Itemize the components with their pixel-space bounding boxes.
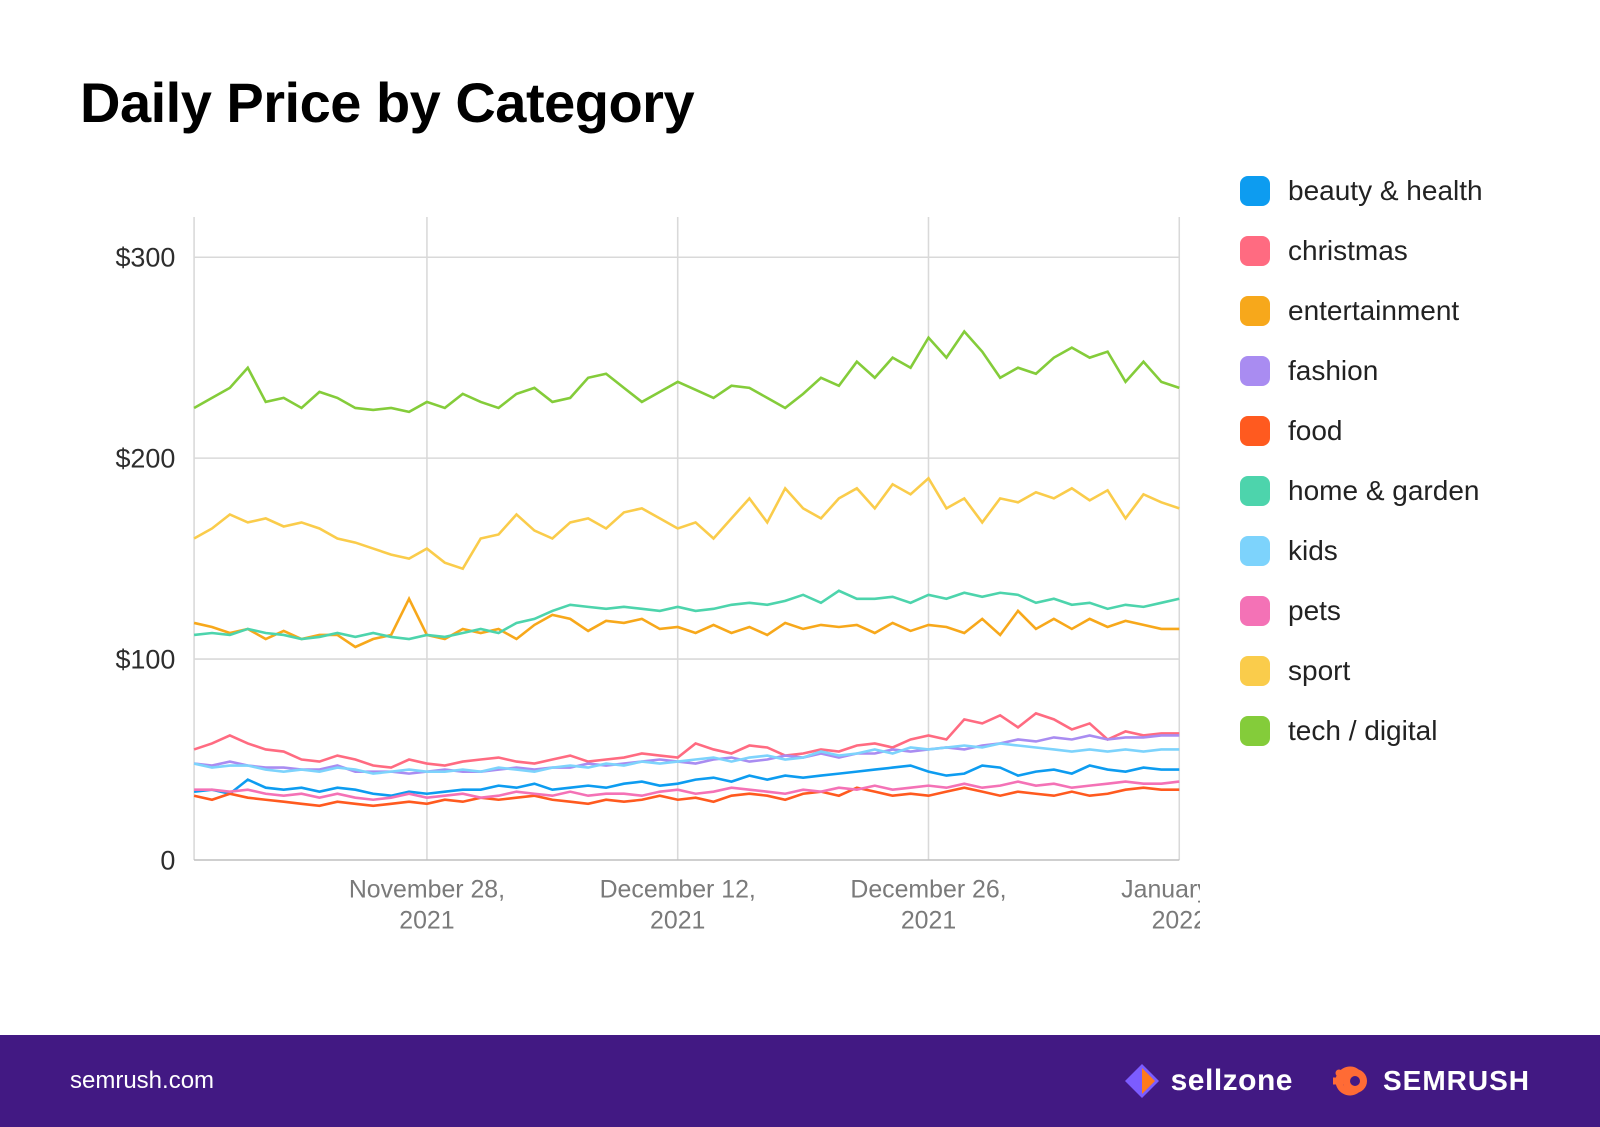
legend-swatch xyxy=(1240,416,1270,446)
brand-sellzone-text: sellzone xyxy=(1171,1064,1293,1098)
brand-semrush-text: SEMRUSH xyxy=(1383,1065,1530,1097)
legend-swatch xyxy=(1240,176,1270,206)
page: Daily Price by Category 0 $100 $200 $300 Nov… xyxy=(0,0,1600,1127)
legend-item: home & garden xyxy=(1240,475,1520,507)
line-chart: 0 $100 $200 $300 November 28,2021 December 12… xyxy=(80,165,1200,995)
legend-swatch xyxy=(1240,356,1270,386)
legend-item: pets xyxy=(1240,595,1520,627)
footer-brands: sellzone SEMRUSH xyxy=(1125,1064,1530,1098)
legend-swatch xyxy=(1240,476,1270,506)
legend-item: fashion xyxy=(1240,355,1520,387)
x-tick-label: December 12,2021 xyxy=(600,875,756,934)
series-line xyxy=(194,782,1179,800)
legend-item: sport xyxy=(1240,655,1520,687)
brand-semrush: SEMRUSH xyxy=(1333,1064,1530,1098)
y-tick-label: $100 xyxy=(115,644,175,674)
series-line xyxy=(194,599,1179,647)
footer-url: semrush.com xyxy=(70,1067,214,1095)
legend-swatch xyxy=(1240,536,1270,566)
legend-label: sport xyxy=(1288,655,1350,687)
legend-item: christmas xyxy=(1240,235,1520,267)
chart-row: 0 $100 $200 $300 November 28,2021 December 12… xyxy=(80,165,1520,995)
content-area: Daily Price by Category 0 $100 $200 $300 Nov… xyxy=(0,0,1600,1035)
series-line xyxy=(194,478,1179,568)
legend-label: tech / digital xyxy=(1288,715,1437,747)
legend-swatch xyxy=(1240,656,1270,686)
y-tick-label: $300 xyxy=(115,243,175,273)
legend-label: entertainment xyxy=(1288,295,1459,327)
semrush-icon xyxy=(1333,1064,1371,1098)
series-line xyxy=(194,332,1179,412)
legend-label: kids xyxy=(1288,535,1338,567)
legend-label: home & garden xyxy=(1288,475,1479,507)
legend-swatch xyxy=(1240,596,1270,626)
legend-item: food xyxy=(1240,415,1520,447)
footer: semrush.com sellzone SEMRUSH xyxy=(0,1035,1600,1127)
legend-item: tech / digital xyxy=(1240,715,1520,747)
legend-label: fashion xyxy=(1288,355,1378,387)
x-tick-label: November 28,2021 xyxy=(349,875,505,934)
legend-label: food xyxy=(1288,415,1343,447)
legend-item: kids xyxy=(1240,535,1520,567)
legend-item: entertainment xyxy=(1240,295,1520,327)
series-line xyxy=(194,591,1179,639)
chart-area: 0 $100 $200 $300 November 28,2021 December 12… xyxy=(80,165,1200,995)
legend-item: beauty & health xyxy=(1240,175,1520,207)
page-title: Daily Price by Category xyxy=(80,70,1520,135)
brand-sellzone: sellzone xyxy=(1125,1064,1293,1098)
y-tick-label: 0 xyxy=(160,845,175,875)
legend-swatch xyxy=(1240,236,1270,266)
x-tick-label: December 26,2021 xyxy=(850,875,1006,934)
legend-label: beauty & health xyxy=(1288,175,1483,207)
series-line xyxy=(194,743,1179,773)
y-tick-label: $200 xyxy=(115,443,175,473)
legend-label: pets xyxy=(1288,595,1341,627)
legend-label: christmas xyxy=(1288,235,1408,267)
legend: beauty & health christmas entertainment fas… xyxy=(1200,165,1520,995)
legend-swatch xyxy=(1240,296,1270,326)
x-tick-label: January 9,2022 xyxy=(1121,875,1200,934)
sellzone-icon xyxy=(1125,1064,1159,1098)
legend-swatch xyxy=(1240,716,1270,746)
